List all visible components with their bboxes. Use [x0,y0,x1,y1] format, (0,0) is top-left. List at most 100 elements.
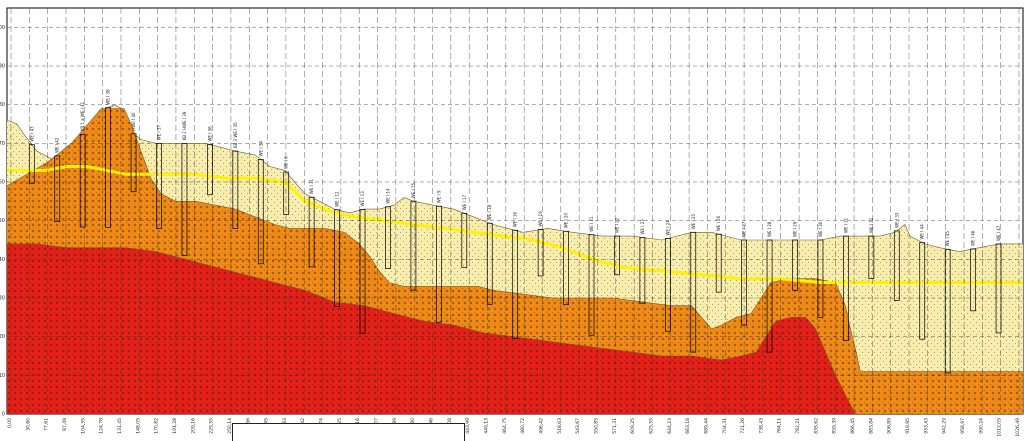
x-tick-label: 1012,05 [997,418,1003,437]
x-tick-label: 625,55 [648,418,654,434]
borehole-column [919,242,926,340]
borehole-label: WE I 22 [614,217,619,233]
borehole-label: KB 1 a WE I 41 [80,101,85,131]
borehole-label: WE I 20 [564,213,569,229]
borehole-label: WE I 43 [29,126,34,142]
borehole-label: WE I 6 [284,156,289,169]
x-tick-label: 543,67 [575,418,581,434]
y-tick-label: 90 [0,64,5,70]
x-tick-label: 738,43 [758,418,764,434]
borehole-label: KB 2 HWE I 39 [182,111,187,140]
x-tick-label: 30,60 [25,418,31,431]
x-tick-label: 835,62 [813,418,819,434]
x-tick-label: 480,72 [520,418,526,434]
y-tick-label: 50 [0,218,5,224]
borehole-column [28,144,35,184]
borehole-column [156,142,162,229]
borehole-label: WE I 25 [691,214,696,230]
x-tick-label: 663,18 [685,418,691,434]
x-tick-label: 104,35 [80,418,86,434]
lower-red-boundary [7,243,856,414]
borehole-label: WE I 36 [207,126,212,142]
borehole-label: WE I 28 [767,221,772,237]
intermediate-orange-boundary [7,108,1023,372]
borehole-label: WE I 27 [742,221,747,237]
borehole-column [283,171,290,215]
borehole-label: KB 3 WE I 35 [233,122,238,148]
y-tick-label: 70 [0,141,5,147]
borehole-label: WE I 38 [106,89,111,105]
borehole-column [105,107,111,228]
borehole-label: WE I 21 [589,216,594,232]
borehole-label: WE I 26 [716,215,721,231]
borehole-column [436,205,442,323]
borehole-label: WE I 37 [157,125,162,141]
y-tick-label: 60 [0,180,5,186]
borehole-column [792,239,798,291]
x-tick-label: 77,61 [44,418,50,431]
borehole-label: WE I 23 [640,219,645,235]
borehole-column [232,150,239,229]
borehole-label: WE I 45 [945,231,950,247]
borehole-column [257,159,264,265]
borehole-label: WE I 17 [462,195,467,211]
x-tick-label: 859,39 [832,418,838,434]
x-tick-label: 131,45 [117,418,123,434]
x-tick-label: 449,13 [484,418,490,434]
x-tick-label: 883,84 [868,418,874,434]
borehole-column [181,142,188,256]
borehole-label: WE I 30 [818,221,823,237]
borehole-column [995,243,1002,334]
borehole-label: WE I 15 [411,182,416,198]
x-tick-label: 990,24 [978,418,984,434]
borehole-column [461,212,468,268]
borehole-column [639,237,646,304]
x-tick-label: 87,49 [62,418,68,431]
borehole-label: WE I 32 [869,217,874,233]
borehole-column [944,248,951,374]
x-tick-label: 443,99 [465,418,471,434]
borehole-column [893,230,900,301]
x-tick-label: 942,29 [942,418,948,434]
borehole-label: HWE I 40 [131,112,136,131]
y-tick-label: 10 [0,373,5,379]
x-tick-label: 933,43 [923,418,929,434]
borehole-label: WE I 47 [996,225,1001,241]
borehole-column [410,200,417,291]
x-tick-label: 689,44 [703,418,709,434]
y-tick-label: 0 [2,412,5,418]
x-tick-label: 209,16 [190,418,196,434]
borehole-column [563,230,569,306]
borehole-column [843,235,849,341]
borehole-column [868,235,875,280]
borehole-label: WE I 29 [793,221,798,237]
x-tick-label: 170,82 [154,418,160,434]
x-tick-label: 866,45 [850,418,856,434]
x-tick-label: 764,11 [777,418,783,434]
borehole-column [537,229,544,277]
borehole-label: WE I 31 [843,217,848,233]
x-tick-label: 644,23 [667,418,673,434]
y-tick-label: 20 [0,334,5,340]
borehole-column [817,239,824,318]
x-tick-label: 250,14 [227,418,233,434]
borehole-label: WE I 44 [920,224,925,240]
x-tick-label: 464,75 [502,418,508,434]
y-tick-label: 40 [0,257,5,263]
x-tick-label: 958,97 [960,418,966,434]
borehole-label: WE I 18 [487,204,492,220]
borehole-label: WE I 12 [335,191,340,207]
borehole-column [385,206,391,269]
borehole-label: WE I 33 [894,212,899,228]
x-tick-label: 0,00 [7,418,13,428]
lower-red-pattern [7,243,856,414]
x-tick-label: 550,85 [593,418,599,434]
borehole-column [614,235,620,276]
borehole-label: WE I 16 [513,212,518,228]
y-tick-label: 80 [0,102,5,108]
x-tick-label: 906,89 [887,418,893,434]
borehole-column [970,248,976,312]
borehole-label: WE I 11 [309,178,314,194]
y-tick-label: 100 [0,25,5,31]
